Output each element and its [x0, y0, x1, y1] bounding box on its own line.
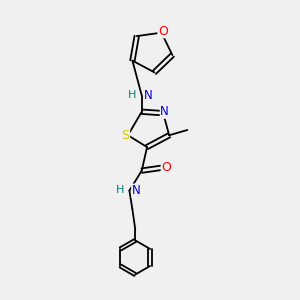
- Text: N: N: [160, 105, 169, 118]
- Text: S: S: [122, 129, 130, 142]
- Text: O: O: [161, 161, 171, 174]
- Text: H: H: [116, 185, 124, 195]
- Text: H: H: [128, 90, 136, 100]
- Text: N: N: [132, 184, 140, 197]
- Text: O: O: [158, 25, 168, 38]
- Text: N: N: [144, 89, 153, 102]
